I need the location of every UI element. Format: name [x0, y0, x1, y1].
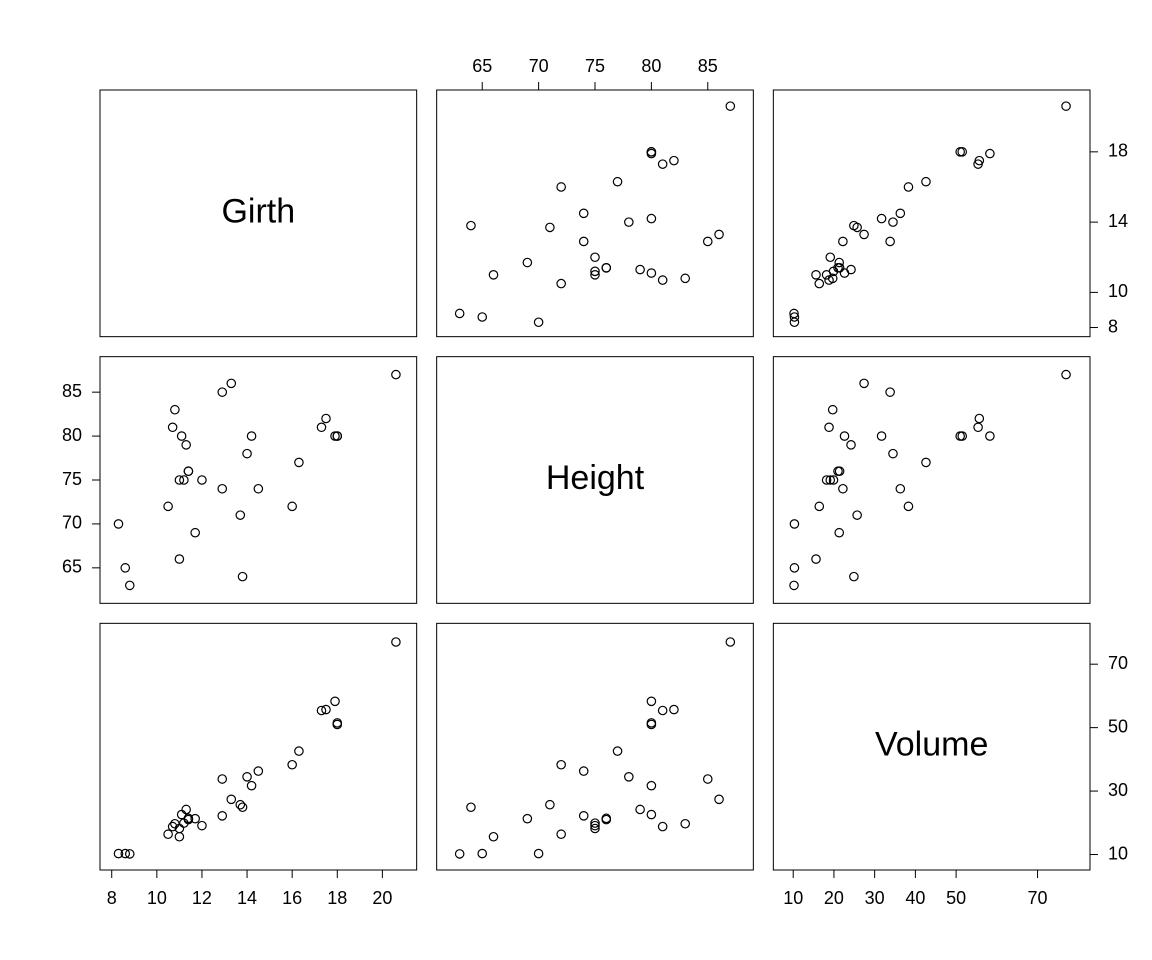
x-tick-label: 14: [237, 888, 257, 908]
scatter-panel-height-vs-volume: [437, 623, 754, 870]
x-tick-label: 80: [641, 56, 661, 76]
y-tick-label: 80: [62, 425, 82, 445]
scatter-panel-girth-vs-volume: [100, 623, 417, 870]
x-tick-label: 70: [529, 56, 549, 76]
y-tick-label: 75: [62, 469, 82, 489]
x-tick-label: 10: [147, 888, 167, 908]
x-tick-label: 70: [1028, 888, 1048, 908]
scatter-panel-height-vs-girth: [437, 90, 754, 337]
y-tick-label: 85: [62, 381, 82, 401]
x-tick-label: 50: [946, 888, 966, 908]
scatter-panel-volume-vs-height: [773, 357, 1090, 604]
x-tick-label: 20: [824, 888, 844, 908]
y-tick-label: 30: [1108, 780, 1128, 800]
x-tick-label: 20: [372, 888, 392, 908]
y-tick-label: 65: [62, 557, 82, 577]
x-tick-label: 65: [472, 56, 492, 76]
diagonal-panel-height: Height: [437, 357, 754, 604]
y-tick-label: 10: [1108, 843, 1128, 863]
y-tick-label: 70: [1108, 653, 1128, 673]
x-tick-label: 10: [783, 888, 803, 908]
y-tick-label: 70: [62, 513, 82, 533]
x-tick-label: 40: [905, 888, 925, 908]
x-tick-label: 12: [192, 888, 212, 908]
variable-label: Height: [546, 459, 645, 497]
scatter-panel-volume-vs-girth: [773, 90, 1090, 337]
x-tick-label: 8: [107, 888, 117, 908]
y-tick-label: 10: [1108, 281, 1128, 301]
variable-label: Volume: [875, 726, 988, 764]
x-tick-label: 30: [865, 888, 885, 908]
x-tick-label: 85: [698, 56, 718, 76]
scatter-panel-girth-vs-height: [100, 357, 417, 604]
y-tick-label: 14: [1108, 211, 1128, 231]
y-tick-label: 50: [1108, 716, 1128, 736]
variable-label: Girth: [221, 192, 295, 230]
diagonal-panel-girth: Girth: [100, 90, 417, 337]
y-tick-label: 8: [1108, 316, 1118, 336]
diagonal-panel-volume: Volume: [773, 623, 1090, 870]
x-tick-label: 75: [585, 56, 605, 76]
x-tick-label: 16: [282, 888, 302, 908]
y-tick-label: 18: [1108, 141, 1128, 161]
x-tick-label: 18: [327, 888, 347, 908]
scatterplot-matrix: GirthHeightVolume81012141618206570758085…: [0, 0, 1152, 960]
